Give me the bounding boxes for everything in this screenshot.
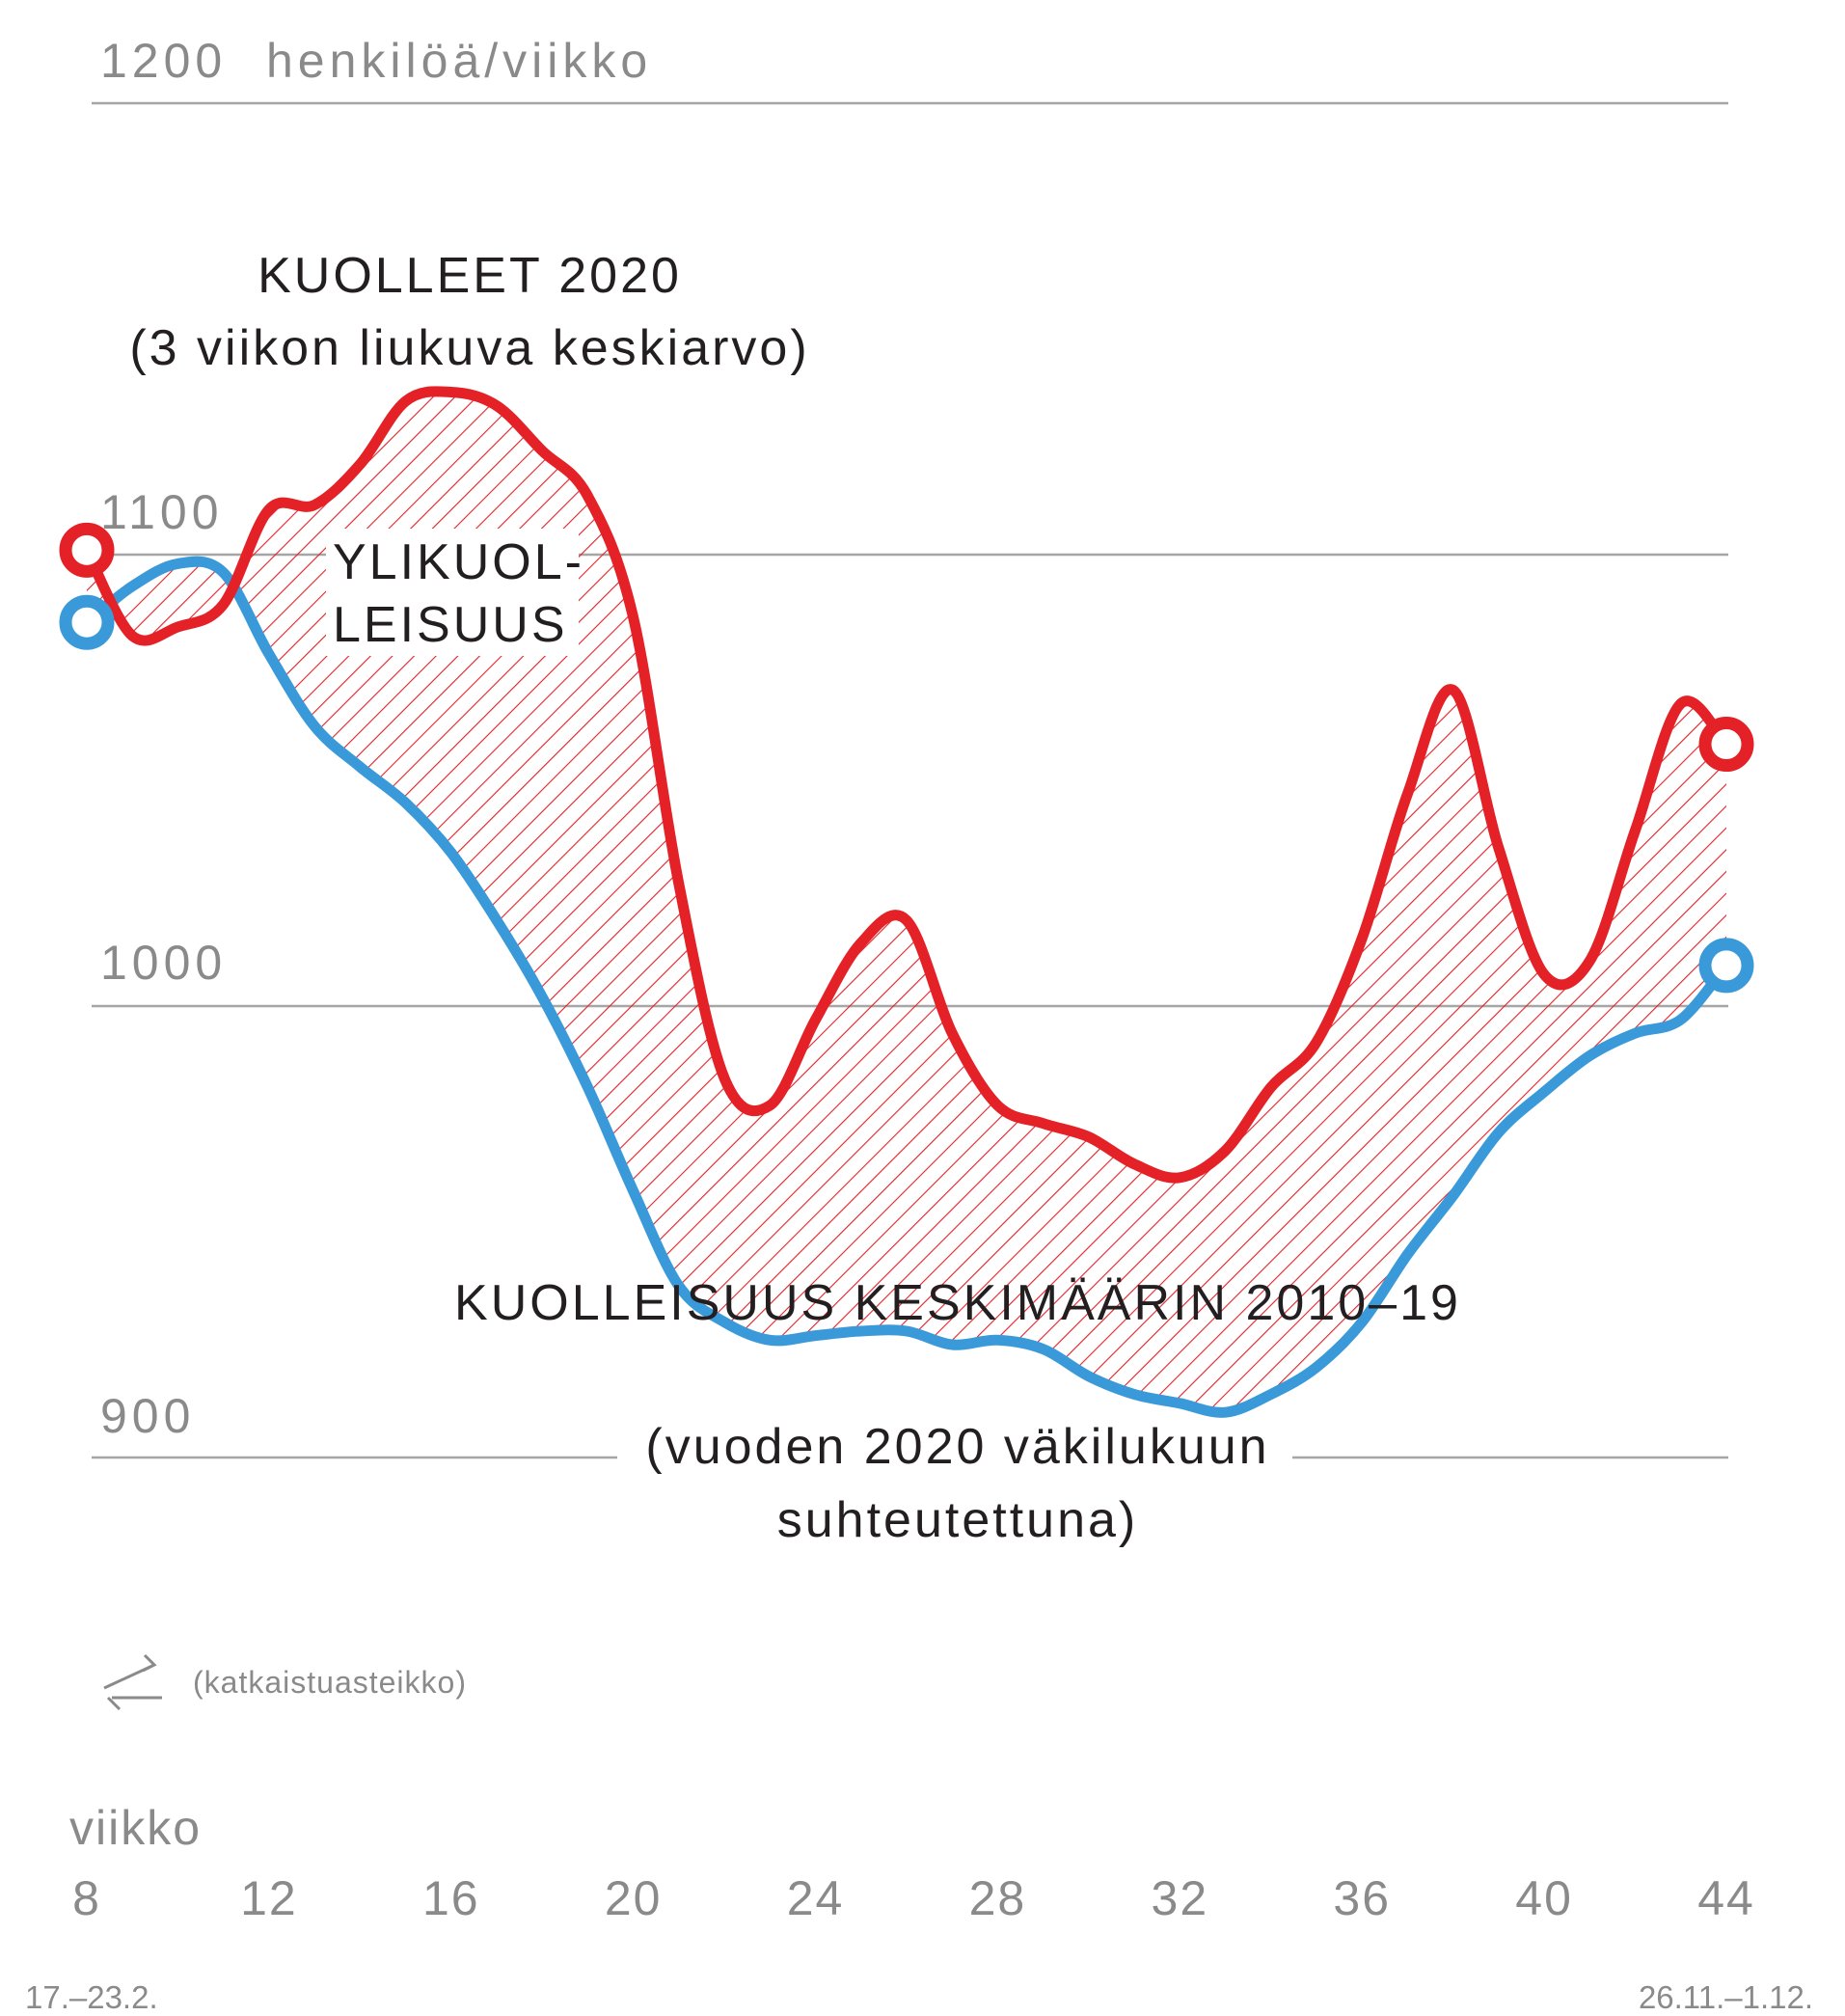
area-label-line-1: YLIKUOL- [333, 534, 584, 590]
x-tick-28: 28 [969, 1871, 1027, 1925]
x-tick-44: 44 [1697, 1871, 1755, 1925]
x-axis-label: viikko [69, 1801, 202, 1855]
x-tick-16: 16 [422, 1871, 480, 1925]
y-tick-1100: 1100 [100, 485, 224, 539]
series-endpoint-markers [59, 522, 1754, 994]
x-tick-8: 8 [72, 1871, 101, 1925]
broken-axis-icon [103, 1653, 162, 1711]
area-label-bg [326, 529, 579, 656]
x-tick-20: 20 [605, 1871, 663, 1925]
deaths-2020-line [81, 386, 1732, 1184]
y-tick-900: 900 [100, 1389, 195, 1443]
y-tick-1200: 1200 [100, 34, 227, 88]
series-avg-subtitle-2: suhteutettuna) [777, 1492, 1138, 1548]
average-end-marker [1698, 938, 1754, 994]
deaths-2020-end-marker [1698, 717, 1754, 773]
y-tick-1000: 1000 [100, 936, 227, 990]
ytick-1000-bg [95, 931, 258, 998]
series-2020-title: KUOLLEET 2020 [258, 248, 682, 304]
unit-label: henkilöä/viikko [266, 34, 652, 88]
x-tick-36: 36 [1333, 1871, 1391, 1925]
y-axis-labels: 1200 henkilöä/viikko 1100 1000 900 [95, 34, 652, 1443]
x-tick-12: 12 [240, 1871, 298, 1925]
x-tick-40: 40 [1515, 1871, 1573, 1925]
area-label-line-2: LEISUUS [333, 597, 568, 653]
x-axis-ticks: 8 12 16 20 24 28 32 36 40 44 [72, 1871, 1755, 1925]
series-avg-title: KUOLLEISUUS KESKIMÄÄRIN 2010–19 [454, 1275, 1461, 1331]
x-start-date: 17.–23.2. [25, 1979, 158, 2015]
broken-axis-note: (katkaistuasteikko) [193, 1665, 467, 1700]
x-tick-24: 24 [787, 1871, 845, 1925]
series-2020-subtitle: (3 viikon liukuva keskiarvo) [129, 320, 809, 376]
x-tick-32: 32 [1152, 1871, 1209, 1925]
average-mortality-line [81, 556, 1732, 1418]
x-end-date: 26.11.–1.12. [1639, 1979, 1813, 2015]
average-start-marker [59, 594, 115, 650]
series-avg-subtitle-1: (vuoden 2020 väkilukuun [645, 1419, 1269, 1475]
deaths-2020-start-marker [59, 522, 115, 578]
average-label-bg [617, 1418, 1292, 1466]
